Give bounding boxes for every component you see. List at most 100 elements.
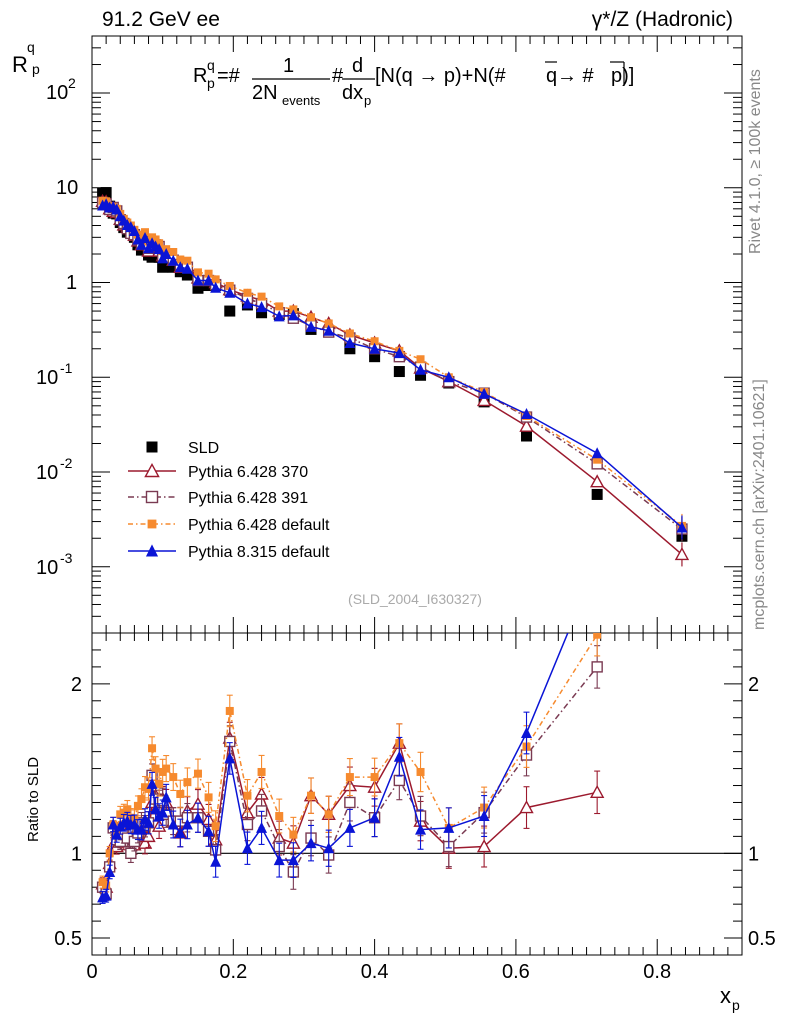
- ratio-ylabel: Ratio to SLD: [25, 757, 42, 842]
- marker: [344, 343, 356, 355]
- marker: [143, 816, 155, 828]
- legend-entry-pythia-6-428-370: Pythia 6.428 370: [128, 462, 308, 481]
- analysis-id: (SLD_2004_I630327): [348, 591, 482, 607]
- ratio-ytick-label-right: 2: [748, 674, 759, 696]
- marker: [147, 519, 157, 529]
- xtick-label: 0.2: [219, 961, 247, 983]
- marker: [275, 812, 284, 821]
- svg-text:R: R: [12, 52, 28, 77]
- marker: [344, 821, 356, 833]
- svg-text:[N(q → p)+N(#: [N(q → p)+N(#: [375, 65, 506, 87]
- marker: [443, 821, 455, 833]
- marker: [169, 773, 178, 782]
- xtick-label: 0.4: [361, 961, 389, 983]
- marker: [100, 889, 112, 901]
- marker: [307, 791, 316, 800]
- formula-title: R q p =# 1 2N events # d dx p [N(q → p)+…: [193, 55, 634, 108]
- marker: [593, 633, 602, 639]
- marker: [174, 261, 186, 273]
- marker: [176, 255, 185, 264]
- marker: [174, 826, 186, 838]
- marker: [257, 767, 266, 776]
- marker: [519, 800, 534, 814]
- marker: [148, 744, 157, 753]
- marker: [167, 818, 179, 830]
- svg-text:q: q: [546, 65, 557, 87]
- svg-text:p: p: [732, 997, 740, 1013]
- marker: [256, 301, 268, 313]
- ytick-10: 10: [56, 177, 78, 199]
- legend-entry-pythia-8-315-default: Pythia 8.315 default: [128, 544, 330, 561]
- marker: [104, 865, 116, 877]
- legend: SLD Pythia 6.428 370 Pythia 6.428 391 Pythi…: [128, 440, 330, 561]
- marker: [135, 823, 147, 835]
- marker: [370, 773, 379, 782]
- marker: [193, 769, 202, 778]
- marker: [324, 319, 333, 328]
- marker: [257, 292, 266, 301]
- marker: [193, 268, 202, 277]
- marker: [144, 784, 153, 793]
- ratio-ytick-label-right: 0.5: [748, 928, 776, 950]
- marker: [169, 248, 178, 257]
- marker: [344, 796, 356, 809]
- marker: [111, 203, 123, 215]
- main-ticks: [91, 35, 743, 634]
- legend-entry-sld: SLD: [146, 440, 219, 457]
- marker: [204, 269, 213, 278]
- marker: [181, 262, 193, 274]
- marker: [345, 773, 354, 782]
- marker: [146, 441, 158, 453]
- svg-text:=#: =#: [217, 65, 241, 87]
- xtick-label: 0.8: [643, 961, 671, 983]
- marker: [369, 342, 381, 354]
- ytick-1e-2: 10: [36, 462, 58, 484]
- marker: [323, 842, 335, 854]
- series-pythia-6-428-370: [95, 193, 690, 567]
- marker: [243, 288, 252, 297]
- xtick-label: 0: [86, 961, 97, 983]
- marker: [204, 793, 213, 802]
- main-ytick-labels: 10 -3 10 -2 10 -1 1 10 10 2: [36, 75, 78, 579]
- marker: [589, 784, 605, 799]
- marker: [225, 281, 234, 290]
- marker: [135, 238, 147, 250]
- svg-text:#: #: [332, 65, 344, 87]
- marker: [225, 706, 234, 715]
- rivet-label: Rivet 4.1.0, ≥ 100k events: [747, 69, 764, 254]
- marker: [415, 363, 427, 375]
- marker: [591, 488, 603, 500]
- xlabel: x p: [720, 983, 740, 1013]
- marker: [305, 837, 317, 849]
- svg-text:1: 1: [283, 55, 294, 77]
- marker: [211, 822, 220, 831]
- marker: [305, 320, 317, 332]
- marker: [593, 455, 602, 464]
- marker: [155, 779, 164, 788]
- ratio-series: [95, 633, 605, 904]
- ratio-tick-labels: 0.5 0.5 1 1 2 2 0 0.2 0.4 0.6 0.8: [54, 674, 776, 983]
- marker: [393, 347, 405, 359]
- marker: [519, 418, 534, 432]
- marker: [256, 307, 268, 319]
- marker: [151, 764, 160, 773]
- marker: [521, 430, 533, 442]
- marker: [369, 351, 381, 363]
- marker: [307, 313, 316, 322]
- marker: [224, 286, 236, 298]
- svg-text:q: q: [27, 39, 35, 55]
- marker: [203, 825, 215, 837]
- svg-text:-2: -2: [60, 455, 73, 471]
- legend-label: SLD: [188, 440, 219, 457]
- ytick-1e-1: 10: [36, 367, 58, 389]
- marker: [273, 854, 285, 866]
- marker: [323, 324, 335, 336]
- marker: [133, 801, 142, 810]
- main-ylabel: R q p: [12, 39, 40, 77]
- marker: [370, 337, 379, 346]
- ratio-ytick-label-right: 1: [748, 843, 759, 865]
- marker: [256, 821, 268, 833]
- svg-text:→ #: → #: [557, 65, 595, 87]
- marker: [192, 274, 204, 286]
- ratio-ytick-label: 0.5: [54, 928, 82, 950]
